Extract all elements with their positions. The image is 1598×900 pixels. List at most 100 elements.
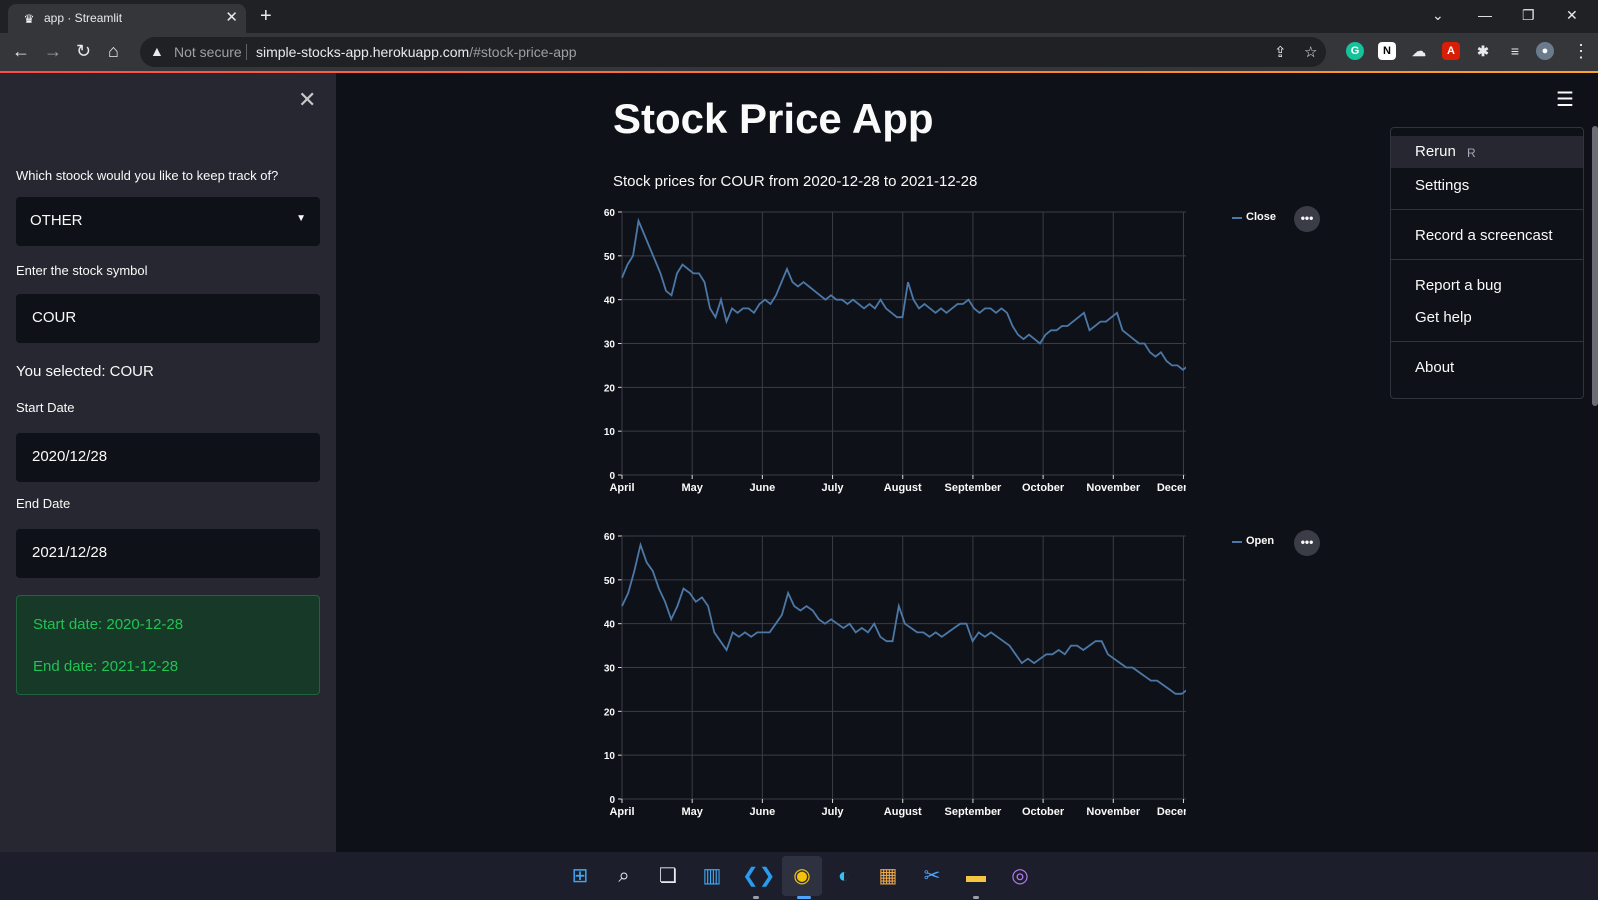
x-tick-label: October — [1022, 806, 1065, 818]
media-queue-icon[interactable]: ≡ — [1510, 43, 1520, 59]
x-tick-label: May — [681, 806, 703, 818]
symbol-input[interactable]: COUR — [16, 294, 320, 343]
page-title: Stock Price App — [613, 95, 934, 142]
restore-icon[interactable]: ❐ — [1522, 7, 1535, 23]
streamlit-main-menu: Rerun R Settings Record a screencast Rep… — [1390, 127, 1584, 399]
menu-item-report-bug[interactable]: Report a bug — [1391, 270, 1583, 302]
x-tick-label: September — [944, 482, 1002, 494]
menu-item-about[interactable]: About — [1391, 352, 1583, 384]
omnibox-separator — [246, 44, 247, 60]
menu-rerun-shortcut: R — [1467, 146, 1476, 160]
menu-rerun-label: Rerun — [1415, 143, 1456, 160]
new-tab-icon[interactable]: + — [260, 5, 272, 27]
end-date-input[interactable]: 2021/12/28 — [16, 529, 320, 578]
browser-tab-bar: ♛ app · Streamlit ✕ + ⌄ — ❐ ✕ — [0, 0, 1598, 33]
tab-title: app · Streamlit — [44, 11, 123, 25]
file-explorer-icon[interactable]: ▬ — [966, 865, 986, 887]
y-tick-label: 60 — [604, 208, 616, 219]
menu-item-settings[interactable]: Settings — [1391, 170, 1583, 202]
chrome-menu-icon[interactable]: ⋮ — [1572, 41, 1590, 61]
symbol-input-value: COUR — [32, 309, 77, 326]
scrollbar-thumb[interactable] — [1592, 126, 1598, 406]
page-subtitle: Stock prices for COUR from 2020-12-28 to… — [613, 173, 978, 190]
reload-icon[interactable]: ↻ — [76, 41, 92, 61]
end-date-label: End Date — [16, 496, 71, 511]
open-price-chart[interactable]: 0 10 20 30 40 50 60 April May June July August Septe… — [586, 528, 1320, 828]
stock-select[interactable]: OTHER ▼ — [16, 197, 320, 246]
forward-icon[interactable]: → — [44, 41, 62, 61]
hamburger-menu-icon[interactable]: ☰ — [1556, 89, 1574, 111]
close-legend-label: Close — [1246, 211, 1276, 223]
windows-start-icon[interactable]: ⊞ — [571, 865, 589, 887]
start-date-label: Start Date — [16, 400, 75, 415]
close-window-icon[interactable]: ✕ — [1566, 7, 1578, 23]
menu-item-rerun[interactable]: Rerun R — [1391, 136, 1583, 168]
end-date-value: 2021/12/28 — [32, 544, 108, 561]
menu-record-label: Record a screencast — [1415, 227, 1553, 244]
not-secure-label: Not secure — [174, 44, 242, 60]
x-tick-label: July — [822, 482, 845, 494]
profile-avatar-icon[interactable]: ● — [1536, 42, 1554, 60]
task-view-icon[interactable]: ❏ — [659, 865, 677, 887]
main-content: Stock Price App Stock prices for COUR fr… — [336, 73, 1598, 852]
open-price-line — [621, 541, 1186, 695]
x-tick-label: August — [884, 806, 922, 818]
url-host: simple-stocks-app.herokuapp.com — [256, 44, 470, 60]
edge-icon[interactable]: ◐ — [837, 865, 851, 887]
y-tick-label: 50 — [604, 576, 616, 587]
extensions-puzzle-icon[interactable]: ✱ — [1477, 43, 1489, 59]
cloud-extension-icon[interactable]: ☁ — [1412, 43, 1426, 59]
close-price-chart[interactable]: 0 10 20 30 40 50 60 April May June July August Septe… — [586, 204, 1320, 504]
menu-item-record-screencast[interactable]: Record a screencast — [1391, 220, 1583, 252]
close-sidebar-icon[interactable]: ✕ — [298, 87, 317, 112]
tab-close-icon[interactable]: ✕ — [225, 9, 238, 26]
streamlit-favicon-icon: ♛ — [23, 12, 35, 26]
github-desktop-icon[interactable]: ◎ — [1011, 865, 1029, 887]
chart-options-icon[interactable]: ••• — [1294, 206, 1320, 232]
vscode-icon[interactable]: ❮❯ — [742, 865, 776, 887]
browser-tab[interactable]: ♛ app · Streamlit ✕ — [8, 4, 246, 33]
success-start-date: Start date: 2020-12-28 — [33, 616, 184, 633]
success-alert: Start date: 2020-12-28 End date: 2021-12… — [16, 595, 320, 695]
pdf-extension-icon[interactable]: A — [1442, 42, 1460, 60]
y-tick-label: 0 — [609, 795, 615, 806]
grammarly-extension-icon[interactable]: G — [1346, 42, 1364, 60]
close-price-chart-svg: 0 10 20 30 40 50 60 April May June July August Septe… — [604, 208, 1186, 494]
back-icon[interactable]: ← — [12, 41, 30, 61]
x-tick-label: September — [944, 806, 1002, 818]
search-icon[interactable]: ⌕ — [618, 865, 630, 887]
running-indicator — [973, 896, 979, 899]
tab-search-icon[interactable]: ⌄ — [1432, 7, 1444, 23]
symbol-label: Enter the stock symbol — [16, 263, 148, 278]
bookmark-star-icon[interactable]: ☆ — [1304, 44, 1318, 61]
widgets-icon[interactable]: ▥ — [702, 865, 722, 887]
snipping-tool-icon[interactable]: ✂ — [923, 865, 941, 887]
share-icon[interactable]: ⇪ — [1274, 44, 1287, 61]
streamlit-header-decoration — [0, 71, 1598, 73]
menu-divider — [1391, 209, 1583, 210]
minimize-icon[interactable]: — — [1478, 7, 1492, 23]
start-date-input[interactable]: 2020/12/28 — [16, 433, 320, 482]
active-indicator — [797, 896, 811, 899]
x-tick-label: December — [1157, 482, 1186, 494]
stock-select-value: OTHER — [30, 212, 83, 229]
windows-taskbar: ⊞ ⌕ ❏ ▥ ❮❯ ◉ ◐ ▦ ✂ ▬ ◎ — [0, 852, 1598, 900]
y-tick-label: 50 — [604, 252, 616, 263]
chrome-icon[interactable]: ◉ — [793, 865, 811, 887]
menu-divider — [1391, 259, 1583, 260]
y-tick-label: 40 — [604, 296, 616, 307]
y-tick-label: 10 — [604, 427, 616, 438]
menu-item-get-help[interactable]: Get help — [1391, 302, 1583, 334]
browser-toolbar: ← → ↻ ⌂ ▲ Not secure simple-stocks-app.h… — [0, 33, 1598, 71]
notion-extension-icon[interactable]: N — [1378, 42, 1396, 60]
x-tick-label: July — [822, 806, 845, 818]
stock-question-label: Which stoock would you like to keep trac… — [16, 168, 279, 183]
chart-options-icon[interactable]: ••• — [1294, 530, 1320, 556]
url-path: /#stock-price-app — [469, 44, 577, 60]
success-end-date: End date: 2021-12-28 — [33, 658, 179, 675]
address-bar[interactable]: ▲ Not secure simple-stocks-app.herokuapp… — [140, 37, 1326, 67]
y-tick-label: 30 — [604, 664, 616, 675]
library-icon[interactable]: ▦ — [878, 865, 898, 887]
home-icon[interactable]: ⌂ — [108, 41, 119, 61]
x-tick-label: November — [1086, 482, 1141, 494]
